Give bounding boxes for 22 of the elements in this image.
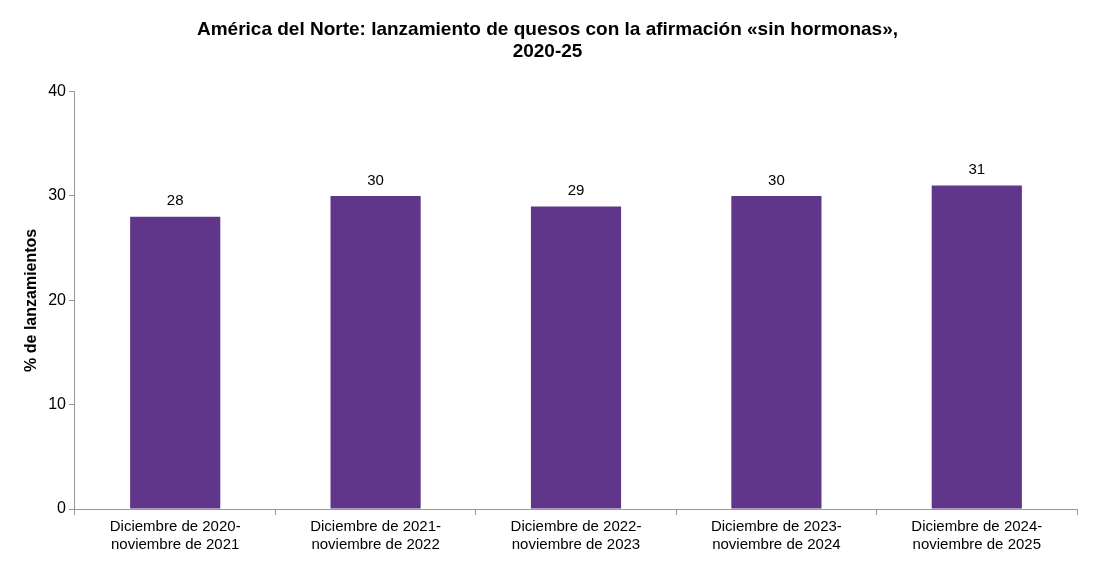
data-label: 30 <box>768 170 785 188</box>
y-axis-title: % de lanzamientos <box>22 228 40 372</box>
x-tick-label: Diciembre de 2022- noviembre de 2023 <box>510 517 642 553</box>
y-tick-label: 40 <box>48 82 67 100</box>
y-tick-label: 30 <box>48 186 67 204</box>
y-tick-label: 20 <box>48 290 67 308</box>
bar <box>330 195 421 509</box>
data-label: 30 <box>367 170 384 188</box>
data-label: 31 <box>968 160 986 178</box>
bar <box>530 206 622 509</box>
data-label: 28 <box>166 191 184 209</box>
x-tick-label: Diciembre de 2021- noviembre de 2022 <box>310 517 442 553</box>
data-label: 29 <box>567 181 585 199</box>
y-tick-label: 10 <box>48 395 67 413</box>
bar <box>731 195 822 509</box>
y-tick-label: 0 <box>57 499 67 517</box>
chart-title: América del Norte: lanzamiento de quesos con la afirmación «sin hormonas», 2020-25 <box>196 17 899 62</box>
x-tick-label: Diciembre de 2023- noviembre de 2024 <box>710 517 842 553</box>
x-tick-label: Diciembre de 2020- noviembre de 2021 <box>109 517 241 553</box>
x-tick-label: Diciembre de 2024- noviembre de 2025 <box>911 517 1043 553</box>
bar <box>931 185 1022 509</box>
bar <box>130 216 221 509</box>
